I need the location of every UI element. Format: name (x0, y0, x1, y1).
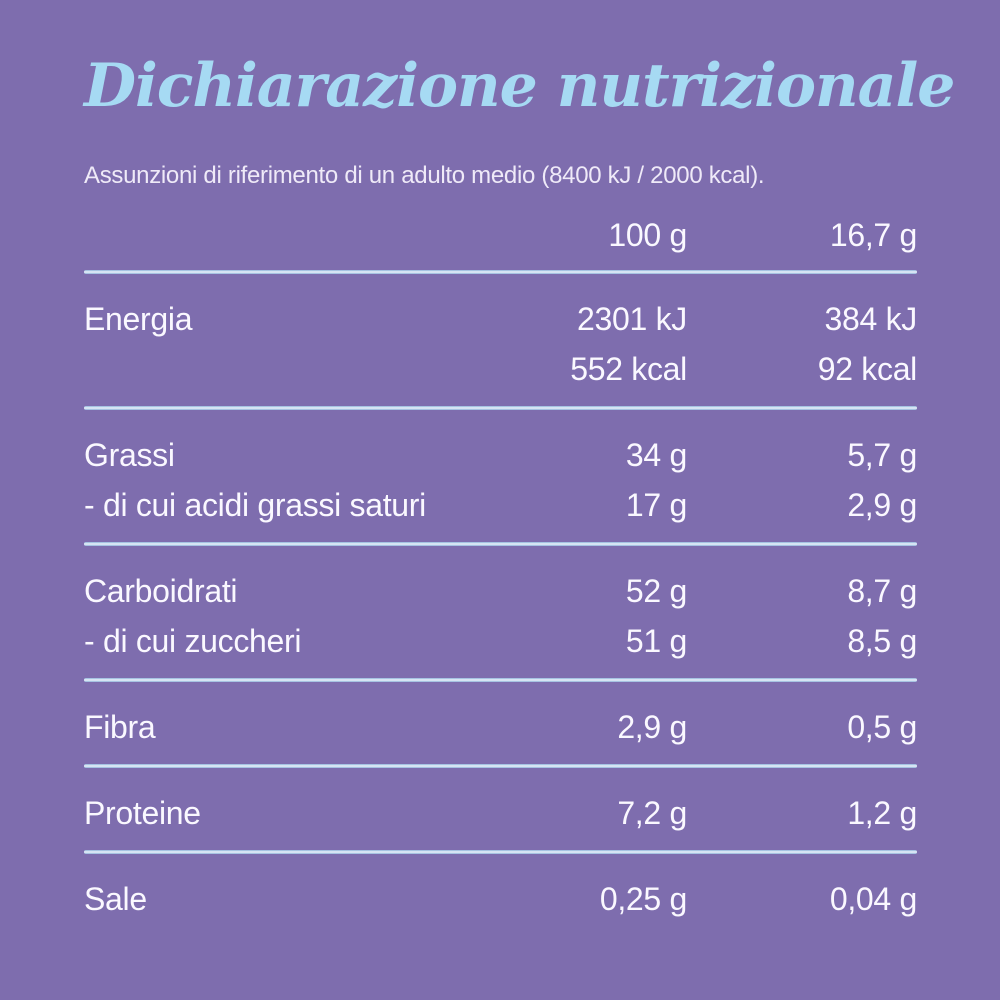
row-label: - di cui zuccheri (84, 623, 302, 659)
row-value-100g: 2,9 g (617, 709, 687, 745)
row-value-100g: 2301 kJ (577, 301, 687, 337)
table-row: Sale 0,25 g 0,04 g (84, 874, 917, 924)
row-label: Proteine (84, 795, 201, 831)
nutrition-table: 100 g 16,7 g Energia 2301 kJ 384 kJ 552 … (84, 216, 917, 936)
row-label: Carboidrati (84, 573, 238, 609)
row-label: Energia (84, 301, 193, 337)
divider (84, 270, 917, 274)
row-value-100g: 7,2 g (617, 795, 687, 831)
row-label: Grassi (84, 437, 175, 473)
group-carboidrati: Carboidrati 52 g 8,7 g - di cui zuccheri… (84, 546, 917, 678)
table-row: Carboidrati 52 g 8,7 g (84, 566, 917, 616)
table-row: Fibra 2,9 g 0,5 g (84, 702, 917, 752)
divider (84, 764, 917, 768)
group-proteine: Proteine 7,2 g 1,2 g (84, 768, 917, 850)
row-label: Fibra (84, 709, 156, 745)
table-header: 100 g 16,7 g (84, 216, 917, 270)
header-per-portion: 16,7 g (829, 217, 917, 253)
row-value-100g: 34 g (625, 437, 687, 473)
row-label: Sale (84, 881, 147, 917)
row-value-100g: 51 g (625, 623, 687, 659)
group-sale: Sale 0,25 g 0,04 g (84, 854, 917, 936)
row-value-100g: 0,25 g (599, 881, 687, 917)
header-per-100g: 100 g (608, 217, 687, 253)
table-row: Proteine 7,2 g 1,2 g (84, 788, 917, 838)
row-value-100g: 17 g (625, 487, 687, 523)
divider (84, 850, 917, 854)
table-row: Energia 2301 kJ 384 kJ (84, 294, 917, 344)
row-value-portion: 8,7 g (847, 573, 917, 609)
row-value-100g: 52 g (625, 573, 687, 609)
table-row: - di cui acidi grassi saturi 17 g 2,9 g (84, 480, 917, 530)
group-energia: Energia 2301 kJ 384 kJ 552 kcal 92 kcal (84, 274, 917, 406)
row-value-portion: 5,7 g (847, 437, 917, 473)
header-row: 100 g 16,7 g (84, 216, 917, 254)
reference-intake-note: Assunzioni di riferimento di un adulto m… (84, 162, 765, 189)
row-value-portion: 1,2 g (847, 795, 917, 831)
row-value-portion: 92 kcal (817, 351, 918, 387)
page-title: Dichiarazione nutrizionale (84, 51, 955, 121)
row-value-portion: 0,04 g (829, 881, 917, 917)
divider (84, 542, 917, 546)
table-row: - di cui zuccheri 51 g 8,5 g (84, 616, 917, 666)
divider (84, 678, 917, 682)
group-fibra: Fibra 2,9 g 0,5 g (84, 682, 917, 764)
row-value-100g: 552 kcal (570, 351, 687, 387)
row-value-portion: 0,5 g (847, 709, 917, 745)
group-grassi: Grassi 34 g 5,7 g - di cui acidi grassi … (84, 410, 917, 542)
divider (84, 406, 917, 410)
table-row: Grassi 34 g 5,7 g (84, 430, 917, 480)
row-label: - di cui acidi grassi saturi (84, 487, 426, 523)
row-value-portion: 2,9 g (847, 487, 917, 523)
row-value-portion: 8,5 g (847, 623, 917, 659)
table-row: 552 kcal 92 kcal (84, 344, 917, 394)
row-value-portion: 384 kJ (824, 301, 918, 337)
